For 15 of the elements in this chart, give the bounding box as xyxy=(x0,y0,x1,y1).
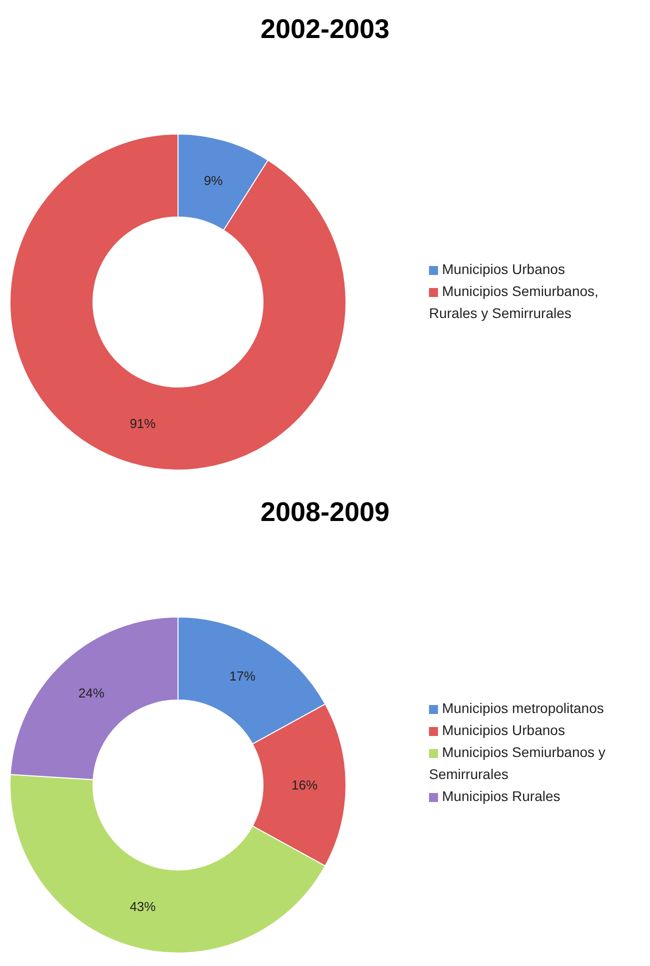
data-label: 17% xyxy=(229,668,256,684)
chart-title: 2002-2003 xyxy=(259,14,391,45)
legend-label: Municipios Semiurbanos y Semirrurales xyxy=(429,744,606,782)
data-label: 9% xyxy=(204,173,224,188)
donut-slice xyxy=(10,134,346,470)
data-label: 43% xyxy=(130,898,156,914)
legend-label: Municipios Urbanos xyxy=(442,722,565,738)
data-label: 16% xyxy=(291,778,318,792)
legend-label: Municipios metropolitanos xyxy=(442,700,604,716)
legend-label: Municipios Semiurbanos, Rurales y Semirrurales xyxy=(429,283,598,321)
chart-title: 2008-2009 xyxy=(259,497,391,528)
data-label: 91% xyxy=(130,416,156,431)
legend-label: Municipios Urbanos xyxy=(442,261,565,277)
legend-label: Municipios Rurales xyxy=(442,788,560,804)
data-label: 24% xyxy=(78,685,105,700)
